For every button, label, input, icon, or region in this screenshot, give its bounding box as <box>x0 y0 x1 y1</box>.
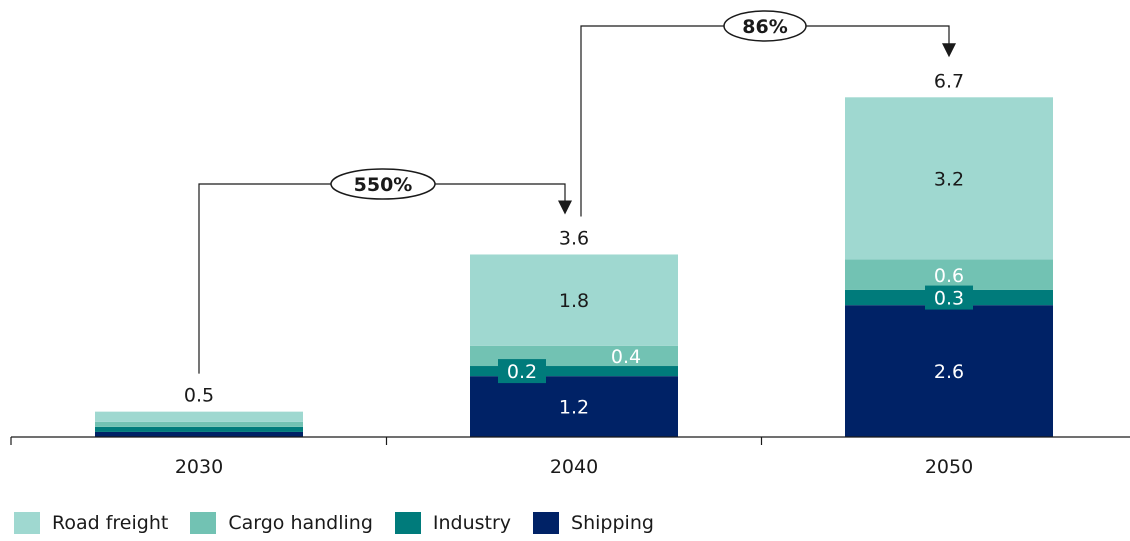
bar-2050-shipping <box>845 305 1053 437</box>
bar-2030-shipping <box>95 431 303 437</box>
legend-label-road-freight: Road freight <box>52 512 169 534</box>
total-label-2050: 6.7 <box>934 70 964 92</box>
legend-item-road-freight: Road freight <box>14 512 168 534</box>
legend-swatch-road-freight <box>14 512 40 534</box>
x-tick-label-2040: 2040 <box>550 456 598 478</box>
growth-2040-2050-arrowhead <box>942 43 956 58</box>
legend-item-cargo-handling: Cargo handling <box>190 512 373 534</box>
bar-2040-road-freight <box>470 254 678 346</box>
value-label-2040-industry: 0.2 <box>507 361 537 383</box>
legend-label-cargo-handling: Cargo handling <box>228 512 373 534</box>
label-box-2040-industry <box>498 359 546 384</box>
legend-item-shipping: Shipping <box>533 512 654 534</box>
legend-label-shipping: Shipping <box>571 512 654 534</box>
growth-2040-2050-label: 86% <box>742 16 787 38</box>
value-label-2050-shipping: 2.6 <box>934 361 964 383</box>
total-label-2040: 3.6 <box>559 227 589 249</box>
x-tick-label-2050: 2050 <box>925 456 973 478</box>
value-label-2040-shipping: 1.2 <box>559 397 589 419</box>
growth-2040-2050-badge <box>723 10 807 42</box>
value-label-2050-cargo-handling: 0.6 <box>934 265 964 287</box>
growth-2030-2040-badge <box>330 168 436 200</box>
x-tick-label-2030: 2030 <box>175 456 223 478</box>
legend: Road freight Cargo handling Industry Shi… <box>14 512 676 534</box>
legend-swatch-industry <box>394 512 421 534</box>
legend-swatch-cargo-handling <box>190 512 217 534</box>
total-label-2030: 0.5 <box>184 385 214 407</box>
value-label-2050-industry: 0.3 <box>934 288 964 310</box>
bar-2030-cargo-handling <box>95 421 303 427</box>
value-label-2040-road-freight: 1.8 <box>559 290 589 312</box>
growth-2030-2040-arrowhead <box>558 200 572 215</box>
bar-2030-industry <box>95 426 303 432</box>
bar-2040-industry <box>470 366 678 377</box>
legend-label-industry: Industry <box>432 512 512 534</box>
value-label-2040-cargo-handling: 0.4 <box>611 346 641 368</box>
bar-2040-shipping <box>470 376 678 437</box>
bar-2030-road-freight <box>95 411 303 422</box>
legend-item-industry: Industry <box>394 512 512 534</box>
bar-2050-road-freight <box>845 97 1053 260</box>
growth-2030-2040-label: 550% <box>354 174 413 196</box>
stacked-bar-chart: 1.2 0.2 0.4 1.8 2.6 0.30.6 3.2 0.5 3.6 6.7 2030 204… <box>10 10 1130 478</box>
legend-swatch-shipping <box>533 512 560 534</box>
value-label-2050-road-freight: 3.2 <box>934 168 964 190</box>
label-box-2050-industry <box>925 285 973 310</box>
bar-2050-cargo-handling <box>845 259 1053 290</box>
